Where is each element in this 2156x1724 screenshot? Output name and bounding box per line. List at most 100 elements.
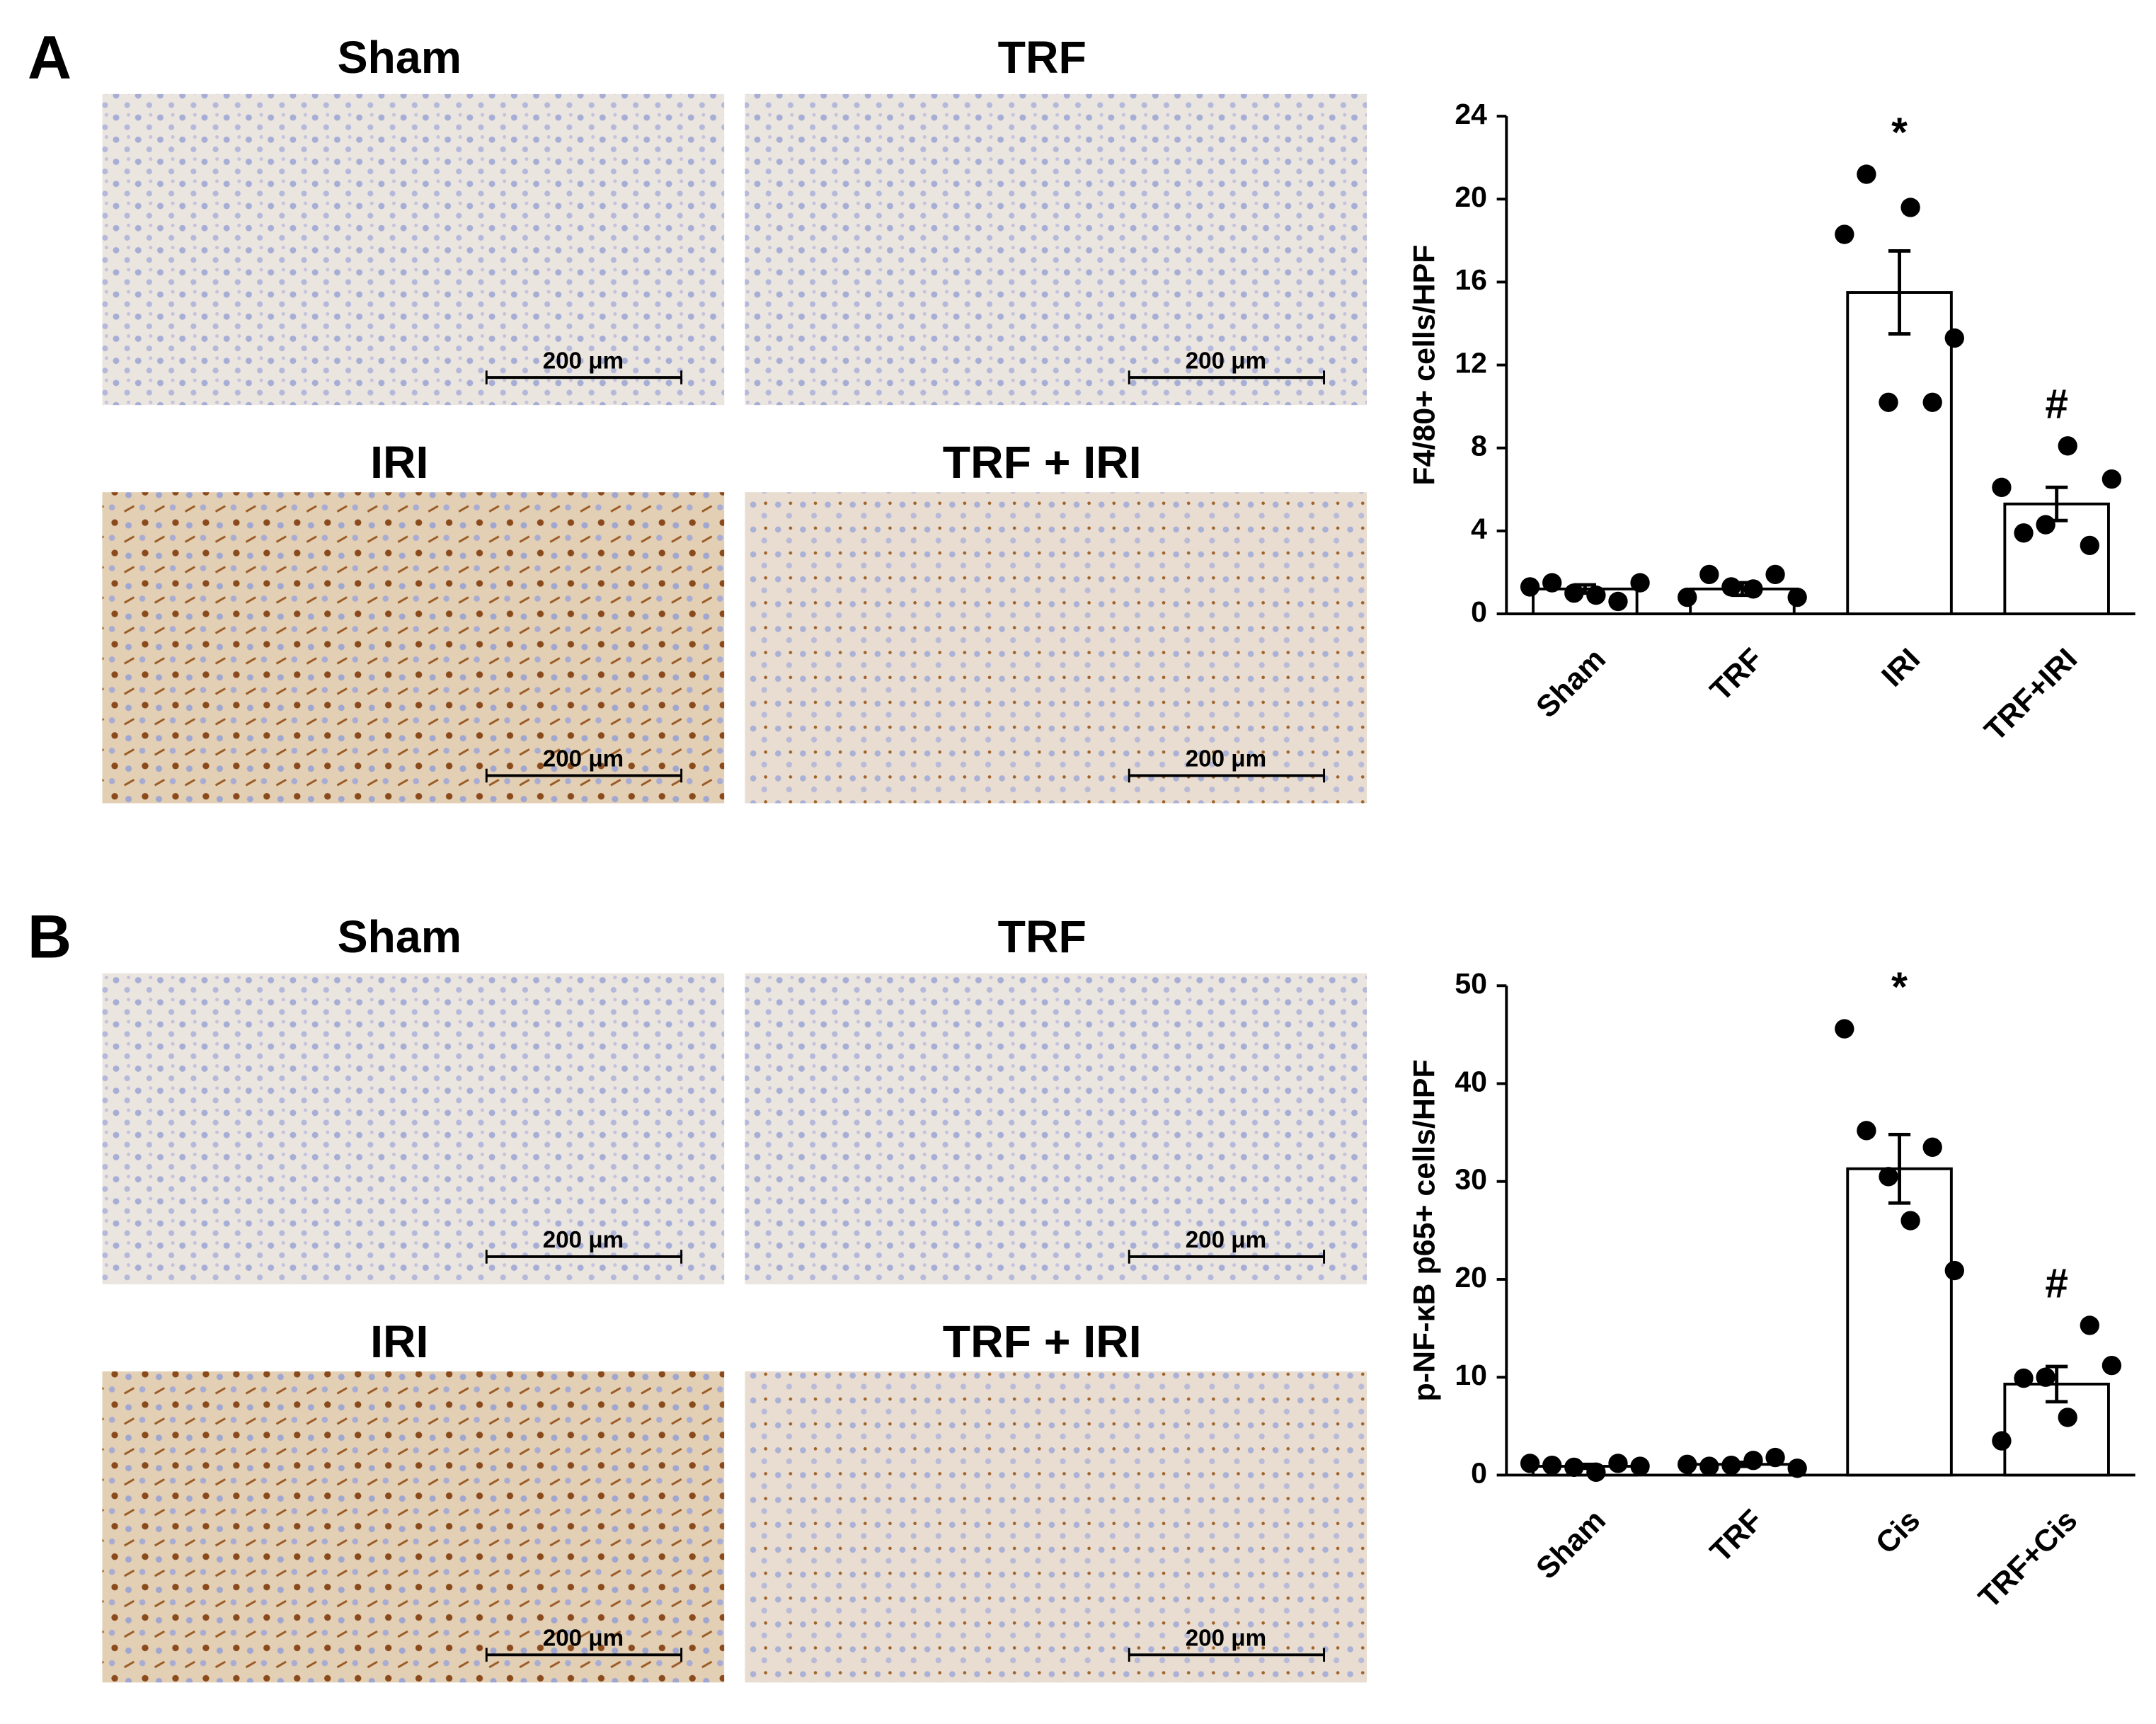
data-point — [1743, 579, 1763, 599]
y-tick-label: 0 — [1471, 1456, 1487, 1489]
y-tick-label: 16 — [1455, 263, 1487, 296]
data-point — [1699, 1456, 1719, 1476]
significance-mark: * — [1891, 110, 1908, 156]
data-point — [1787, 587, 1807, 607]
data-point — [2058, 1408, 2077, 1427]
x-tick-label: TRF — [1704, 642, 1770, 708]
data-point — [1835, 224, 1854, 244]
data-point — [2080, 535, 2099, 556]
data-point — [2101, 469, 2122, 489]
scale-bar-label: 200 μm — [543, 348, 624, 374]
data-point — [2036, 515, 2055, 535]
x-tick-label: Sham — [1530, 642, 1612, 725]
data-point — [1787, 1458, 1807, 1478]
data-point — [1678, 1454, 1697, 1474]
significance-mark: # — [2045, 382, 2068, 428]
scale-bar-label: 200 μm — [543, 746, 624, 772]
y-tick-label: 30 — [1455, 1163, 1487, 1196]
data-point — [1608, 1454, 1628, 1473]
scale-bar-label: 200 μm — [543, 1227, 624, 1253]
micrograph — [102, 973, 725, 1285]
data-point — [1743, 1451, 1763, 1471]
y-tick-label: 0 — [1471, 595, 1487, 628]
data-point — [1564, 583, 1584, 603]
scale-bar-label: 200 μm — [543, 1626, 624, 1652]
micrograph — [745, 1371, 1367, 1683]
data-point — [1922, 1137, 1942, 1158]
data-point — [1992, 1431, 2012, 1451]
image-title: IRI — [370, 1316, 428, 1367]
y-axis-label: p-NF-κB p65+ cells/HPF — [1407, 1059, 1441, 1401]
y-tick-label: 50 — [1455, 967, 1487, 1000]
y-tick-label: 40 — [1455, 1065, 1487, 1097]
data-point — [2014, 523, 2034, 543]
x-tick-label: IRI — [1875, 642, 1927, 694]
data-point — [1900, 1211, 1920, 1231]
image-title: TRF + IRI — [943, 1316, 1142, 1367]
bar — [1846, 291, 1953, 615]
data-point — [1520, 577, 1540, 597]
data-point — [2101, 1355, 2122, 1376]
scale-bar-label: 200 μm — [1186, 348, 1266, 374]
significance-mark: * — [1891, 964, 1908, 1010]
data-point — [1630, 1456, 1650, 1476]
y-tick-label: 12 — [1455, 346, 1487, 379]
panel-label: B — [28, 903, 71, 971]
image-title: TRF — [998, 32, 1086, 83]
data-point — [2058, 436, 2077, 456]
scale-bar-label: 200 μm — [1186, 746, 1266, 772]
micrograph — [102, 93, 725, 406]
y-tick-label: 4 — [1471, 513, 1487, 545]
micrograph — [102, 492, 725, 804]
data-point — [1922, 392, 1942, 412]
y-tick-label: 20 — [1455, 1261, 1487, 1294]
image-title: Sham — [338, 911, 461, 962]
data-point — [1630, 573, 1650, 593]
data-point — [1564, 1457, 1584, 1478]
data-point — [1857, 1121, 1876, 1141]
data-point — [1608, 591, 1628, 612]
y-tick-label: 10 — [1455, 1359, 1487, 1391]
data-point — [1944, 328, 1964, 348]
micrograph — [102, 1371, 725, 1683]
data-point — [1542, 573, 1562, 593]
data-point — [1586, 1462, 1606, 1482]
panel-label: A — [28, 24, 71, 92]
y-tick-label: 24 — [1455, 98, 1487, 130]
image-title: TRF — [998, 911, 1086, 962]
data-point — [1586, 585, 1606, 605]
x-tick-label: TRF+Cis — [1972, 1503, 2084, 1615]
y-axis-label: F4/80+ cells/HPF — [1407, 244, 1441, 485]
image-title: IRI — [370, 437, 428, 488]
scale-bar-label: 200 μm — [1186, 1227, 1266, 1253]
image-title: Sham — [338, 32, 461, 83]
data-point — [1944, 1260, 1964, 1281]
image-title: TRF + IRI — [943, 437, 1142, 488]
micrograph — [745, 492, 1367, 804]
data-point — [1542, 1455, 1562, 1475]
significance-mark: # — [2045, 1261, 2068, 1307]
data-point — [1765, 1447, 1785, 1468]
data-point — [2036, 1367, 2055, 1387]
data-point — [1520, 1454, 1540, 1473]
data-point — [1835, 1019, 1854, 1039]
y-tick-label: 8 — [1471, 430, 1487, 462]
y-tick-label: 20 — [1455, 181, 1487, 213]
data-point — [1992, 477, 2012, 498]
data-point — [1765, 564, 1785, 585]
data-point — [1721, 1455, 1741, 1475]
data-point — [1857, 164, 1876, 184]
data-point — [1721, 577, 1741, 597]
bar — [1846, 1167, 1953, 1477]
x-tick-label: Sham — [1530, 1503, 1612, 1586]
data-point — [1678, 587, 1697, 607]
data-point — [1900, 198, 1920, 217]
x-tick-label: Cis — [1869, 1503, 1927, 1560]
data-point — [2014, 1368, 2034, 1388]
data-point — [2080, 1315, 2099, 1335]
scale-bar-label: 200 μm — [1186, 1626, 1266, 1652]
data-point — [1879, 392, 1898, 412]
x-tick-label: TRF — [1704, 1503, 1770, 1569]
micrograph — [745, 93, 1367, 406]
micrograph — [745, 973, 1367, 1285]
